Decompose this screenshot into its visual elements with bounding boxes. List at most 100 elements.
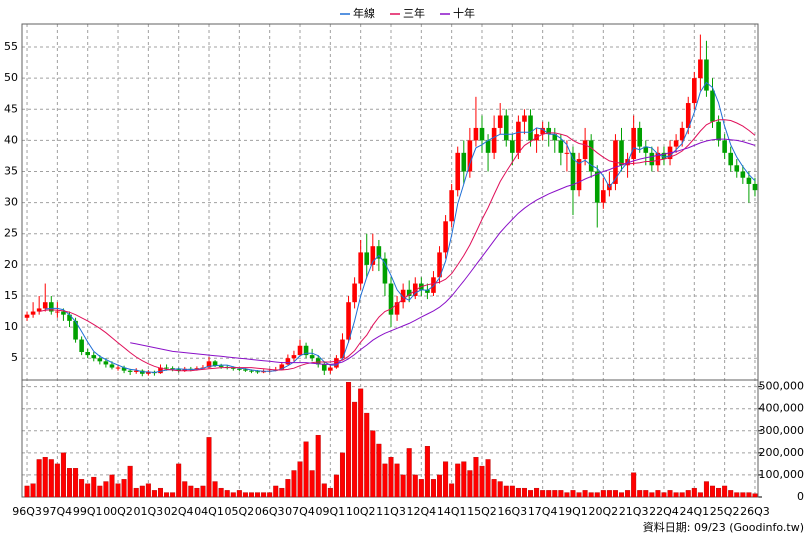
- candle-body: [42, 302, 48, 309]
- candle-body: [412, 283, 418, 296]
- candle-body: [722, 140, 727, 153]
- candle-body: [176, 369, 181, 371]
- volume-bar: [503, 485, 509, 498]
- x-tick-label: 09Q1: [316, 505, 346, 518]
- x-tick-label: 05Q2: [225, 505, 255, 518]
- volume-bar: [255, 492, 261, 498]
- candle-body: [55, 311, 60, 313]
- candle-body: [497, 115, 503, 128]
- volume-bar: [109, 474, 115, 498]
- y-tick-label: 40: [4, 133, 18, 146]
- candle-body: [85, 351, 90, 356]
- x-tick-label: 12Q4: [407, 505, 437, 518]
- volume-bar: [115, 483, 121, 498]
- volume-bar: [54, 463, 60, 498]
- y-tick-label: 25: [4, 227, 18, 240]
- candle-body: [303, 345, 309, 356]
- volume-bar: [267, 492, 273, 498]
- volume-bar: [309, 470, 315, 498]
- candle-body: [158, 367, 163, 374]
- x-tick-label: 21Q3: [619, 505, 649, 518]
- volume-bar: [224, 490, 230, 498]
- volume-bar: [352, 401, 358, 498]
- candle-body: [752, 183, 758, 191]
- volume-bar: [752, 493, 758, 498]
- volume-bar: [497, 481, 503, 498]
- y-tick-label: 30: [4, 196, 18, 209]
- candle-body: [146, 371, 151, 374]
- volume-bar: [722, 485, 728, 498]
- volume-bar: [679, 492, 685, 498]
- volume-bar: [619, 492, 625, 498]
- x-tick-label: 22Q4: [649, 505, 679, 518]
- candle-body: [467, 140, 473, 172]
- y2-tick-label: 300,000: [759, 424, 805, 437]
- volume-bar: [728, 490, 734, 498]
- candle-body: [164, 367, 169, 369]
- candle-body: [328, 367, 333, 371]
- candle-body: [127, 370, 133, 372]
- volume-bar: [291, 470, 297, 498]
- candle-body: [24, 314, 30, 318]
- candle-body: [503, 115, 509, 141]
- volume-bar: [297, 461, 303, 498]
- volume-bar: [370, 430, 376, 498]
- candle-body: [370, 246, 376, 265]
- legend-label: 十年: [453, 6, 475, 20]
- candle-body: [510, 140, 515, 153]
- volume-bar: [188, 485, 194, 498]
- candle-body: [746, 177, 752, 184]
- ma-line: [45, 81, 756, 374]
- volume-bar: [48, 459, 54, 498]
- candle-body: [285, 358, 291, 365]
- candle-body: [516, 121, 521, 153]
- candle-body: [661, 152, 667, 160]
- volume-bar: [631, 472, 637, 498]
- volume-bar: [182, 481, 188, 498]
- candle-body: [388, 283, 394, 315]
- candle-body: [673, 140, 679, 147]
- y-tick-label: 15: [4, 289, 18, 302]
- x-tick-label: 06Q3: [255, 505, 285, 518]
- candle-body: [582, 140, 588, 160]
- candle-body: [291, 355, 297, 359]
- volume-bar: [491, 479, 497, 498]
- volume-bar: [400, 474, 406, 498]
- candle-body: [382, 258, 388, 284]
- x-tick-label: 00Q2: [103, 505, 133, 518]
- candle-body: [570, 152, 576, 191]
- candle-body: [576, 159, 582, 191]
- volume-bar: [388, 457, 394, 498]
- x-tick-label: 20Q2: [588, 505, 618, 518]
- volume-bar: [509, 485, 515, 498]
- volume-bar: [42, 457, 48, 498]
- candle-body: [249, 370, 254, 372]
- volume-bar: [73, 468, 79, 498]
- candle-body: [61, 311, 66, 315]
- candle-body: [455, 152, 461, 191]
- volume-bar: [97, 485, 103, 498]
- volume-bar: [248, 492, 254, 498]
- volume-bar: [473, 457, 479, 498]
- volume-bar: [558, 490, 564, 498]
- volume-bar: [279, 487, 285, 498]
- x-tick-label: 24Q1: [679, 505, 709, 518]
- candle-body: [558, 140, 564, 153]
- candle-body: [522, 115, 527, 122]
- candle-body: [425, 289, 430, 293]
- volume-bar: [376, 443, 382, 498]
- candle-body: [631, 127, 636, 160]
- candle-body: [109, 364, 115, 368]
- volume-bar: [218, 487, 224, 498]
- volume-bar: [170, 492, 176, 498]
- y-tick-label: 50: [4, 71, 18, 84]
- volume-bar: [546, 490, 552, 498]
- volume-bar: [521, 487, 527, 498]
- volume-bar: [443, 461, 449, 498]
- volume-bar: [564, 492, 570, 498]
- volume-bar: [327, 487, 333, 498]
- candle-body: [218, 365, 224, 367]
- volume-bar: [321, 483, 327, 498]
- volume-bar: [79, 479, 85, 498]
- volume-bar: [528, 490, 534, 498]
